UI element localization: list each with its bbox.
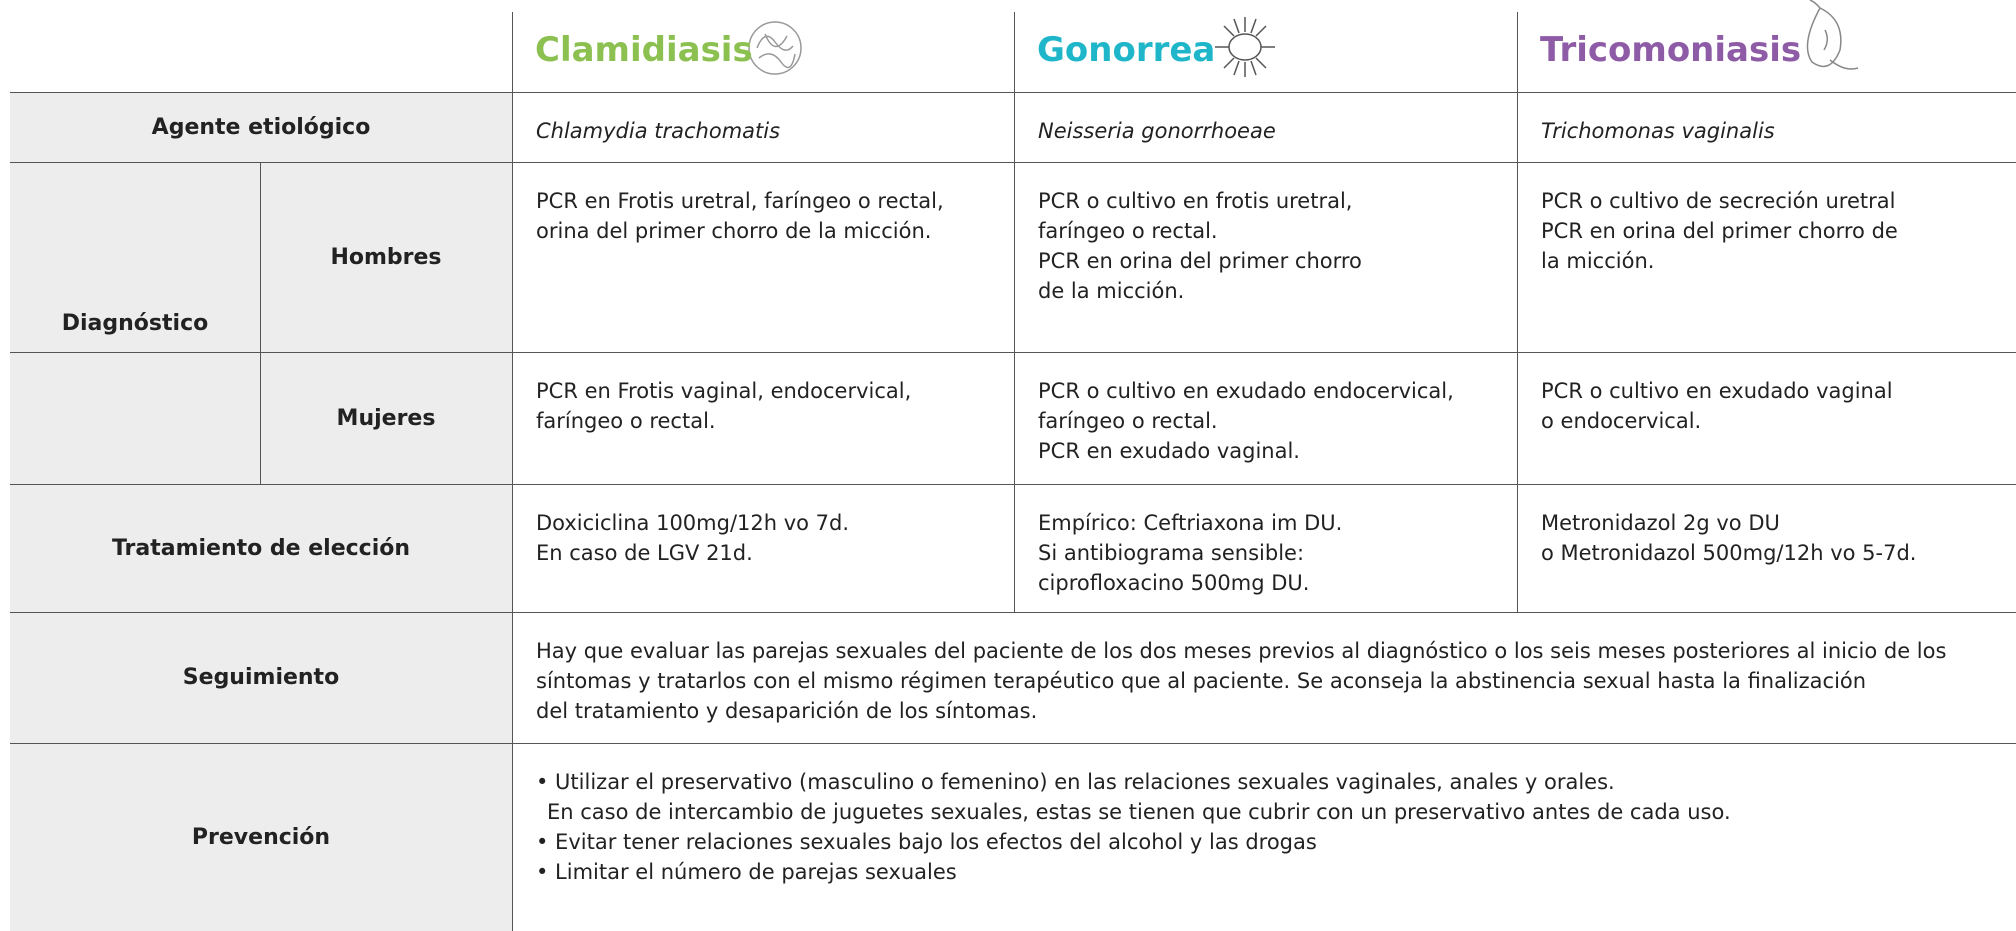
text-line: Empírico: Ceftriaxona im DU. <box>1038 511 1343 535</box>
text-line: orina del primer chorro de la micción. <box>536 219 932 243</box>
table-cell: PCR o cultivo de secreción uretral PCR en… <box>1517 162 2016 352</box>
text-line: Chlamydia trachomatis <box>536 119 781 143</box>
table-cell: Doxiciclina 100mg/12h vo 7d. En caso de L… <box>512 484 1014 612</box>
column-title: Tricomoniasis <box>1540 30 1802 70</box>
row-border <box>10 92 2016 93</box>
text-line: • Limitar el número de parejas sexuales <box>536 860 957 884</box>
table-cell: PCR en Frotis vaginal, endocervical, farí… <box>512 352 1014 484</box>
text-line: Doxiciclina 100mg/12h vo 7d. <box>536 511 850 535</box>
text-line: PCR o cultivo de secreción uretral <box>1541 189 1896 213</box>
text-line: PCR o cultivo en exudado endocervical, <box>1038 379 1454 403</box>
text-line: PCR en Frotis vaginal, endocervical, <box>536 379 912 403</box>
text-line: o Metronidazol 500mg/12h vo 5-7d. <box>1541 541 1917 565</box>
table-cell: Empírico: Ceftriaxona im DU. Si antibiogr… <box>1014 484 1516 612</box>
text-line: PCR en Frotis uretral, faríngeo o rectal… <box>536 189 944 213</box>
text-line: Metronidazol 2g vo DU <box>1541 511 1780 535</box>
row-label: Prevención <box>10 743 512 931</box>
text-line: Si antibiograma sensible: <box>1038 541 1305 565</box>
table-cell: Metronidazol 2g vo DU o Metronidazol 500m… <box>1517 484 2016 612</box>
text-line: PCR en exudado vaginal. <box>1038 439 1300 463</box>
trichomonas-icon <box>1806 0 1859 70</box>
row-border <box>260 352 2016 353</box>
text-line: En caso de LGV 21d. <box>536 541 753 565</box>
column-title: Clamidiasis <box>535 30 753 70</box>
col-border <box>1014 12 1015 612</box>
row-border <box>10 484 2016 485</box>
text-line: Hay que evaluar las parejas sexuales del… <box>536 639 1947 663</box>
row-border <box>10 743 2016 744</box>
text-line: PCR o cultivo en frotis uretral, <box>1038 189 1353 213</box>
row-label: Agente etiológico <box>10 92 512 162</box>
table-cell: PCR o cultivo en frotis uretral, faríngeo… <box>1014 162 1516 352</box>
table-cell: PCR o cultivo en exudado vaginal o endoce… <box>1517 352 2016 484</box>
table-cell: Neisseria gonorrhoeae <box>1014 92 1516 162</box>
text-line: PCR o cultivo en exudado vaginal <box>1541 379 1893 403</box>
col-border <box>1517 12 1518 612</box>
text-line: faríngeo o rectal. <box>1038 409 1218 433</box>
text-line: PCR en orina del primer chorro <box>1038 249 1362 273</box>
text-line: PCR en orina del primer chorro de <box>1541 219 1898 243</box>
text-line: del tratamiento y desaparición de los sí… <box>536 699 1038 723</box>
text-line: faríngeo o rectal. <box>536 409 716 433</box>
text-line: Trichomonas vaginalis <box>1541 119 1775 143</box>
text-line: faríngeo o rectal. <box>1038 219 1218 243</box>
table-cell: PCR en Frotis uretral, faríngeo o rectal… <box>512 162 1014 352</box>
text-line: • Evitar tener relaciones sexuales bajo … <box>536 830 1317 854</box>
table-cell: Hay que evaluar las parejas sexuales del… <box>512 612 2016 743</box>
text-line: o endocervical. <box>1541 409 1702 433</box>
table-cell: • Utilizar el preservativo (masculino o … <box>512 743 2016 931</box>
table-cell: Trichomonas vaginalis <box>1517 92 2016 162</box>
text-line: síntomas y tratarlos con el mismo régime… <box>536 669 1867 693</box>
row-label: Tratamiento de elección <box>10 484 512 612</box>
row-border <box>10 162 2016 163</box>
subrow-label: Mujeres <box>260 352 512 484</box>
row-label: Diagnóstico <box>10 162 260 484</box>
table-cell: Chlamydia trachomatis <box>512 92 1014 162</box>
subrow-label: Hombres <box>260 162 512 352</box>
text-line: Neisseria gonorrhoeae <box>1038 119 1276 143</box>
row-border <box>10 612 2016 613</box>
col-border <box>260 162 261 484</box>
column-title: Gonorrea <box>1037 30 1216 70</box>
text-line: • Utilizar el preservativo (masculino o … <box>536 770 1615 794</box>
col-border <box>512 12 513 931</box>
table-cell: PCR o cultivo en exudado endocervical, fa… <box>1014 352 1516 484</box>
text-line: ciprofloxacino 500mg DU. <box>1038 571 1310 595</box>
text-line: En caso de intercambio de juguetes sexua… <box>547 800 1731 824</box>
gonorrhea-icon <box>1215 17 1275 77</box>
row-label: Seguimiento <box>10 612 512 743</box>
text-line: de la micción. <box>1038 279 1185 303</box>
chlamydia-icon <box>748 21 802 75</box>
text-line: la micción. <box>1541 249 1655 273</box>
